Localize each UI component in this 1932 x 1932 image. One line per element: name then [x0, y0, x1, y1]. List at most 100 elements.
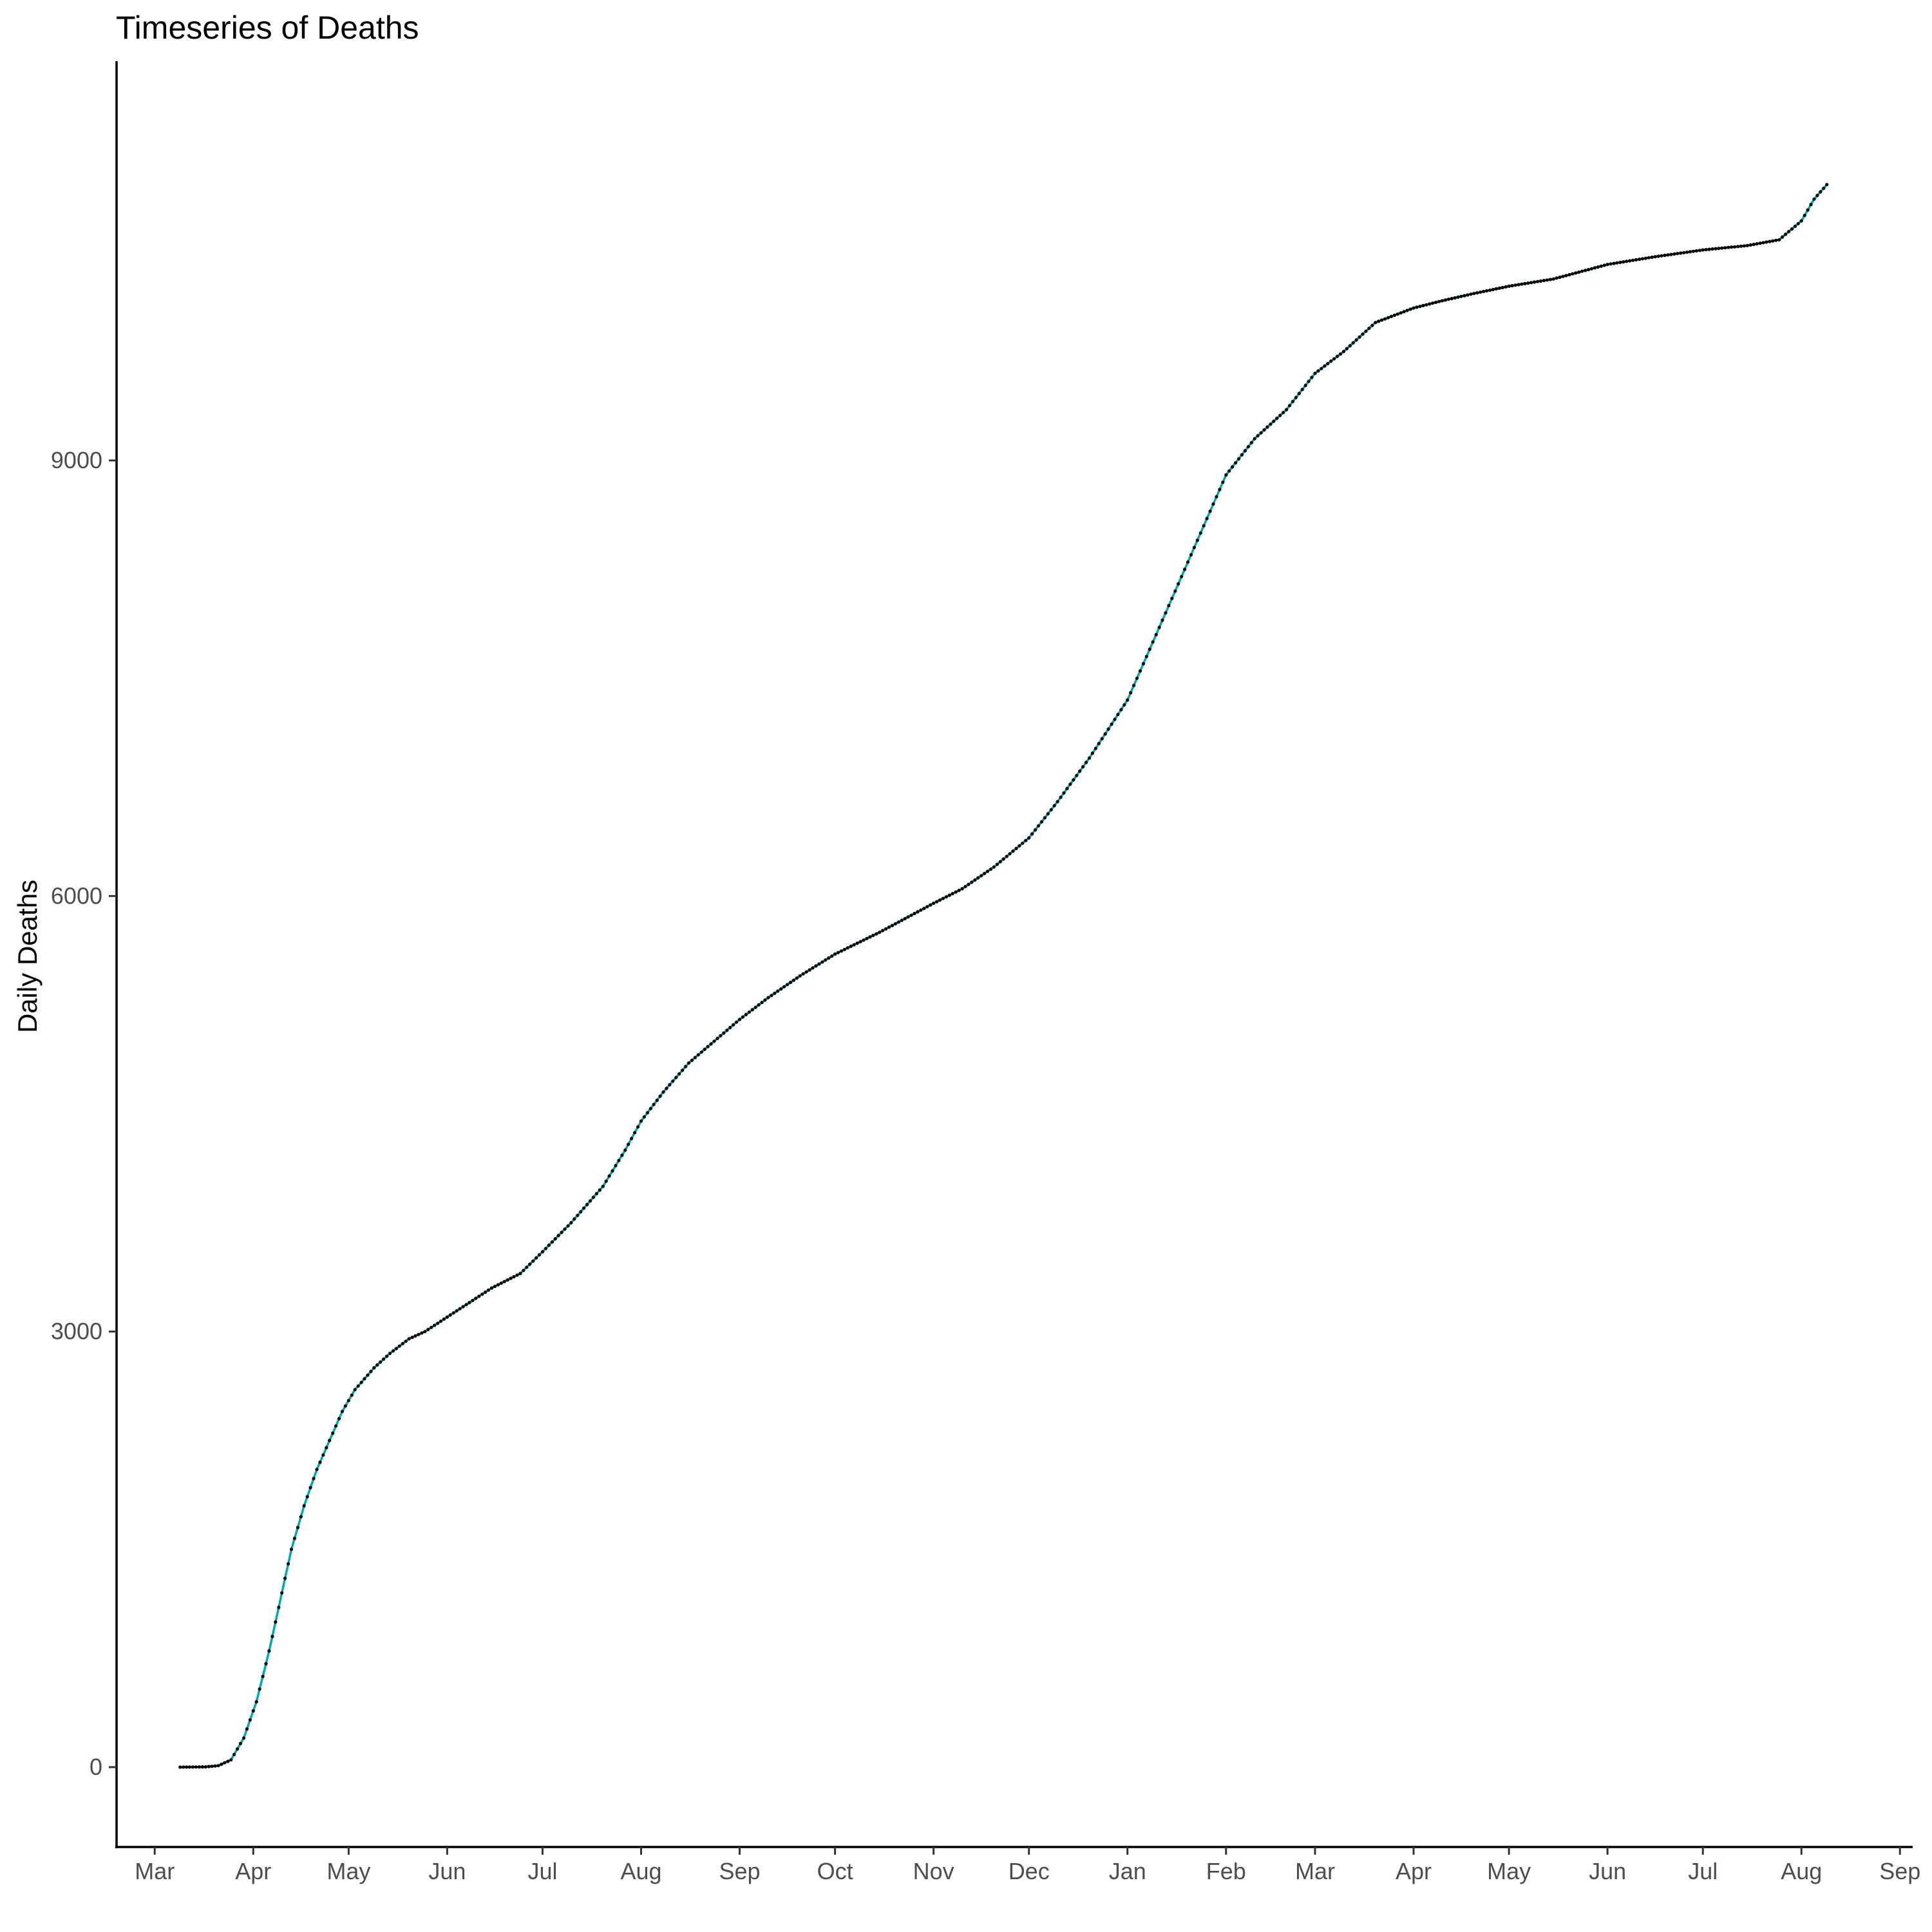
data-point: [1094, 746, 1097, 750]
data-point: [868, 935, 872, 939]
data-point: [617, 1159, 621, 1162]
data-point: [890, 923, 895, 927]
data-point: [1745, 243, 1749, 247]
data-point: [1405, 308, 1409, 312]
data-point: [236, 1747, 240, 1751]
data-point: [766, 996, 770, 999]
data-point: [1612, 261, 1616, 265]
data-point: [1555, 276, 1558, 280]
data-point: [1106, 727, 1110, 731]
data-point: [1253, 437, 1256, 440]
data-point: [814, 964, 818, 968]
data-point: [1643, 256, 1647, 260]
data-point: [985, 869, 990, 873]
data-point: [1380, 318, 1384, 322]
data-point: [328, 1439, 332, 1443]
data-point: [1177, 582, 1180, 586]
data-point: [356, 1384, 360, 1388]
data-point: [938, 898, 942, 902]
data-point: [1571, 272, 1575, 276]
data-point: [401, 1341, 404, 1345]
data-point: [366, 1373, 370, 1377]
data-point: [535, 1256, 538, 1260]
data-point: [722, 1031, 726, 1035]
chart-title: Timeseries of Deaths: [116, 10, 419, 46]
data-point: [238, 1741, 243, 1745]
data-point: [289, 1548, 294, 1551]
data-point: [566, 1224, 570, 1228]
data-point: [1809, 203, 1813, 207]
data-point: [1084, 761, 1088, 764]
data-point: [865, 936, 869, 940]
x-tick-label: May: [1487, 1858, 1531, 1884]
data-point: [820, 960, 824, 964]
data-point: [1418, 305, 1422, 308]
data-point: [1215, 495, 1218, 498]
data-point: [287, 1562, 290, 1566]
y-tick-label: 9000: [51, 447, 102, 473]
data-point: [763, 998, 767, 1002]
data-point: [223, 1761, 227, 1765]
data-point: [1533, 280, 1537, 284]
x-tick-label: Jan: [1109, 1858, 1146, 1884]
data-point: [477, 1294, 481, 1298]
data-point: [875, 932, 878, 936]
data-point: [1392, 313, 1396, 317]
data-point: [871, 933, 875, 938]
data-point: [448, 1313, 452, 1317]
data-point: [690, 1058, 694, 1062]
data-point: [893, 922, 897, 925]
data-point: [661, 1090, 665, 1094]
data-point: [229, 1758, 233, 1762]
data-point: [439, 1320, 443, 1323]
data-point: [1475, 291, 1479, 295]
data-point: [560, 1231, 564, 1235]
x-tick-label: Feb: [1206, 1858, 1246, 1884]
data-point: [677, 1072, 681, 1076]
data-point: [1513, 283, 1517, 287]
data-point: [388, 1351, 392, 1356]
data-point: [1520, 282, 1524, 286]
data-point: [1027, 836, 1031, 840]
data-point: [1491, 288, 1495, 292]
data-point: [824, 958, 828, 962]
data-point: [1402, 310, 1406, 314]
data-point: [226, 1759, 230, 1763]
data-point: [1151, 640, 1155, 644]
data-point: [531, 1259, 535, 1263]
data-point: [302, 1504, 306, 1508]
data-point: [512, 1274, 516, 1279]
data-point: [321, 1453, 325, 1457]
data-point: [1819, 190, 1823, 194]
data-point: [1374, 321, 1378, 325]
data-point: [1039, 820, 1044, 824]
data-point: [216, 1764, 220, 1768]
data-point: [712, 1039, 716, 1043]
data-point: [1425, 303, 1428, 307]
data-point: [1341, 350, 1345, 354]
data-point: [896, 920, 900, 924]
data-point: [372, 1366, 376, 1370]
data-point: [251, 1709, 255, 1713]
data-point: [382, 1357, 386, 1361]
data-point: [801, 972, 805, 976]
data-point: [204, 1765, 207, 1769]
data-point: [397, 1344, 401, 1348]
data-point: [1285, 408, 1289, 412]
data-point: [1523, 281, 1527, 285]
data-point: [1535, 279, 1540, 283]
data-point: [1765, 240, 1768, 244]
data-point: [1637, 258, 1642, 261]
data-point: [633, 1131, 637, 1135]
data-point: [1446, 298, 1450, 301]
data-point: [668, 1083, 672, 1086]
data-point: [451, 1311, 455, 1315]
data-point: [639, 1119, 643, 1123]
data-point: [277, 1605, 281, 1609]
data-point: [1001, 857, 1005, 861]
x-tick-label: Nov: [913, 1858, 954, 1884]
data-point: [1364, 329, 1368, 333]
data-point: [1748, 243, 1752, 247]
data-point: [1504, 285, 1508, 289]
data-point: [735, 1020, 739, 1024]
